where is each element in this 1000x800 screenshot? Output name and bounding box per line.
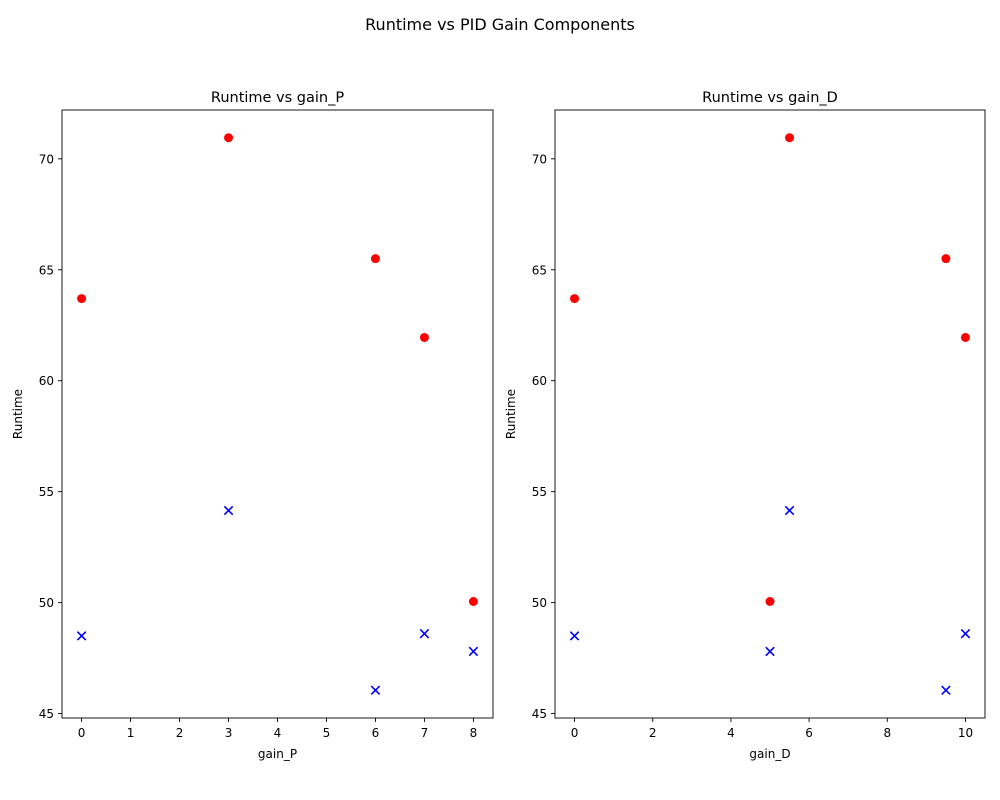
y-tick-label: 55 <box>39 485 54 499</box>
data-point-x-marker <box>569 631 580 641</box>
data-point-x-marker <box>468 646 479 657</box>
x-tick-label: 4 <box>274 726 282 740</box>
y-tick-label: 45 <box>532 707 547 721</box>
x-tick-label: 4 <box>727 726 735 740</box>
y-tick-label: 70 <box>39 152 54 166</box>
x-tick-label: 8 <box>883 726 891 740</box>
data-point-circle <box>570 294 580 304</box>
x-tick-label: 0 <box>571 726 579 740</box>
x-tick-label: 1 <box>127 726 135 740</box>
subplot-title-gain-p: Runtime vs gain_P <box>211 90 344 106</box>
data-point-circle <box>370 254 380 264</box>
data-point-circle <box>468 597 478 607</box>
y-axis-label-gain-p: Runtime <box>11 389 25 439</box>
x-axis-label-gain-p: gain_P <box>258 747 297 761</box>
data-point-circle <box>77 294 87 304</box>
subplot-gain-d: Runtime vs gain_D 0 2 4 6 8 10 45 50 55 60 65 70 gain… <box>504 90 986 761</box>
data-point-x-marker <box>419 628 430 639</box>
subplot-title-gain-d: Runtime vs gain_D <box>702 90 838 106</box>
x-tick-label: 3 <box>225 726 233 740</box>
data-point-circle <box>785 133 795 143</box>
x-tick-label: 0 <box>78 726 86 740</box>
data-point-circle <box>765 597 775 607</box>
y-tick-label: 45 <box>39 707 54 721</box>
y-tick-label: 60 <box>532 374 547 388</box>
data-point-circle <box>960 332 970 342</box>
x-tick-label: 2 <box>649 726 657 740</box>
subplot-gain-p: Runtime vs gain_P0 1 2 3 4 5 6 7 8455055606570ga… <box>11 90 494 761</box>
data-point-circle <box>419 332 429 342</box>
data-point-x-marker <box>941 685 951 696</box>
y-tick-label: 50 <box>532 596 547 610</box>
y-axis-label-gain-d: Runtime <box>504 389 518 439</box>
x-tick-label: 2 <box>176 726 184 740</box>
data-point-x-marker <box>223 505 234 516</box>
y-tick-label: 60 <box>39 374 54 388</box>
x-axis-label-gain-d: gain_D <box>749 747 790 761</box>
y-tick-label: 70 <box>532 152 547 166</box>
figure-suptitle: Runtime vs PID Gain Components <box>365 15 635 34</box>
x-tick-label: 10 <box>958 726 973 740</box>
data-point-x-marker <box>370 685 381 696</box>
data-point-x-marker <box>76 631 87 641</box>
x-tick-label: 6 <box>805 726 813 740</box>
data-point-x-marker <box>765 646 775 657</box>
data-point-circle <box>941 254 951 264</box>
data-point-x-marker <box>784 505 795 516</box>
y-tick-label: 65 <box>532 263 547 277</box>
x-tick-label: 7 <box>421 726 429 740</box>
y-tick-label: 55 <box>532 485 547 499</box>
y-tick-label: 50 <box>39 596 54 610</box>
x-tick-label: 6 <box>372 726 380 740</box>
x-tick-label: 8 <box>470 726 478 740</box>
x-tick-label: 5 <box>323 726 331 740</box>
data-point-x-marker <box>960 628 971 639</box>
axes-frame-gain-p <box>61 109 494 719</box>
y-tick-label: 65 <box>39 263 54 277</box>
axes-frame-gain-d <box>554 109 986 719</box>
data-point-circle <box>224 133 234 143</box>
